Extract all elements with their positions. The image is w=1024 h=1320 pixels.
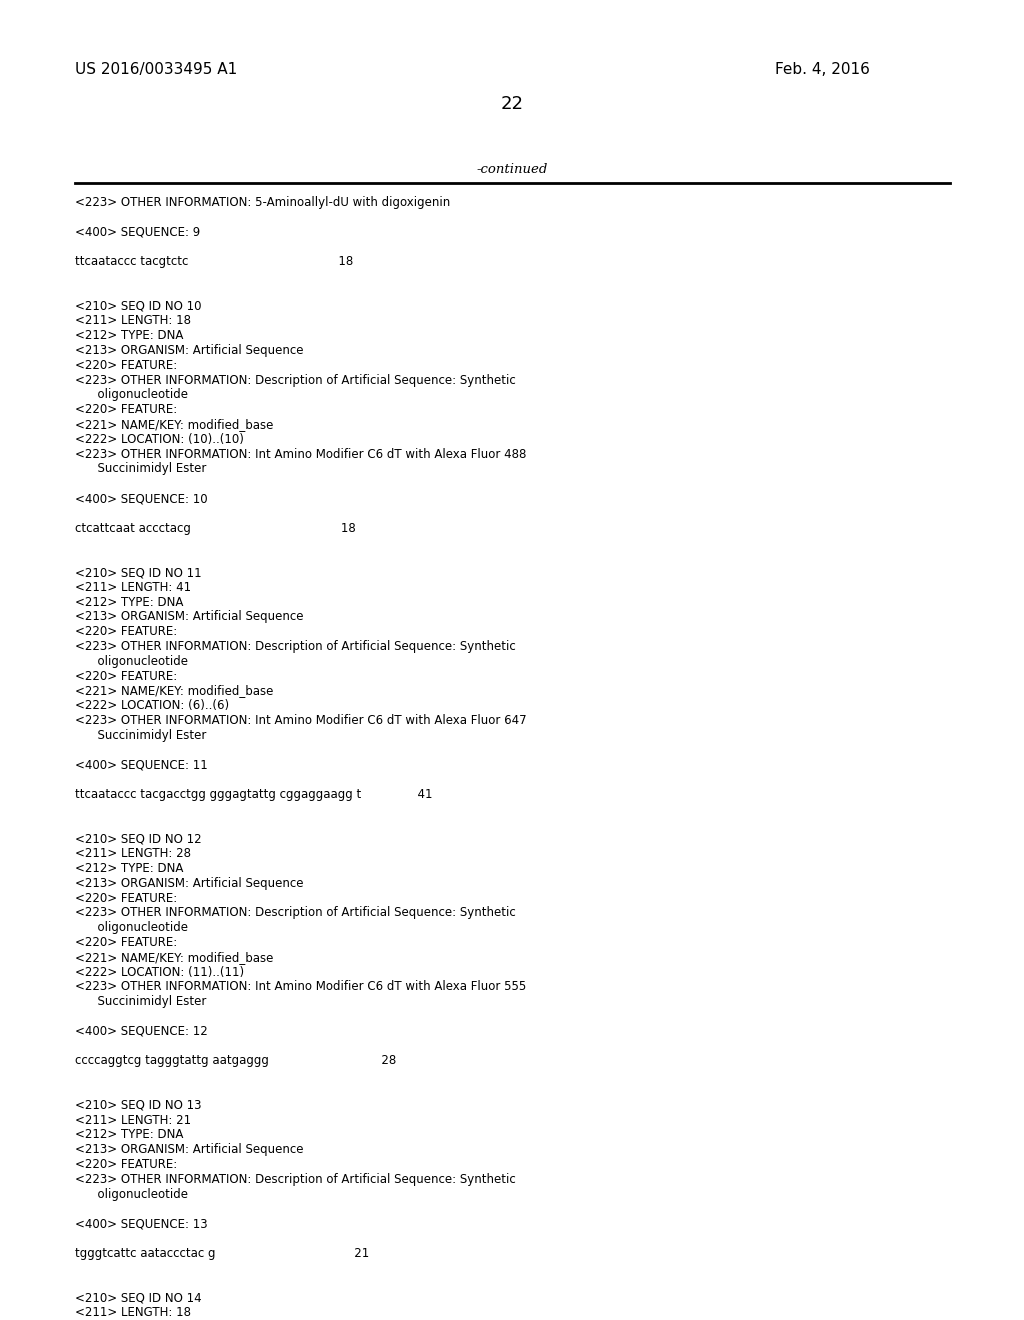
Text: Feb. 4, 2016: Feb. 4, 2016 (775, 62, 870, 77)
Text: 22: 22 (501, 95, 523, 114)
Text: <211> LENGTH: 21: <211> LENGTH: 21 (75, 1114, 191, 1126)
Text: oligonucleotide: oligonucleotide (75, 1188, 188, 1201)
Text: oligonucleotide: oligonucleotide (75, 921, 188, 935)
Text: ttcaataccc tacgacctgg gggagtattg cggaggaagg t               41: ttcaataccc tacgacctgg gggagtattg cggagga… (75, 788, 432, 801)
Text: <213> ORGANISM: Artificial Sequence: <213> ORGANISM: Artificial Sequence (75, 610, 303, 623)
Text: <220> FEATURE:: <220> FEATURE: (75, 626, 177, 638)
Text: <220> FEATURE:: <220> FEATURE: (75, 1158, 177, 1171)
Text: <223> OTHER INFORMATION: Int Amino Modifier C6 dT with Alexa Fluor 488: <223> OTHER INFORMATION: Int Amino Modif… (75, 447, 526, 461)
Text: <220> FEATURE:: <220> FEATURE: (75, 359, 177, 372)
Text: <221> NAME/KEY: modified_base: <221> NAME/KEY: modified_base (75, 418, 273, 432)
Text: <212> TYPE: DNA: <212> TYPE: DNA (75, 1129, 183, 1142)
Text: <211> LENGTH: 28: <211> LENGTH: 28 (75, 847, 191, 861)
Text: <223> OTHER INFORMATION: 5-Aminoallyl-dU with digoxigenin: <223> OTHER INFORMATION: 5-Aminoallyl-dU… (75, 195, 451, 209)
Text: <400> SEQUENCE: 9: <400> SEQUENCE: 9 (75, 226, 201, 239)
Text: <212> TYPE: DNA: <212> TYPE: DNA (75, 329, 183, 342)
Text: <220> FEATURE:: <220> FEATURE: (75, 891, 177, 904)
Text: <213> ORGANISM: Artificial Sequence: <213> ORGANISM: Artificial Sequence (75, 1143, 303, 1156)
Text: Succinimidyl Ester: Succinimidyl Ester (75, 462, 207, 475)
Text: <211> LENGTH: 18: <211> LENGTH: 18 (75, 1305, 191, 1319)
Text: <223> OTHER INFORMATION: Description of Artificial Sequence: Synthetic: <223> OTHER INFORMATION: Description of … (75, 374, 516, 387)
Text: <211> LENGTH: 18: <211> LENGTH: 18 (75, 314, 191, 327)
Text: Succinimidyl Ester: Succinimidyl Ester (75, 995, 207, 1008)
Text: ctcattcaat accctacg                                        18: ctcattcaat accctacg 18 (75, 521, 355, 535)
Text: oligonucleotide: oligonucleotide (75, 655, 188, 668)
Text: <223> OTHER INFORMATION: Description of Artificial Sequence: Synthetic: <223> OTHER INFORMATION: Description of … (75, 1172, 516, 1185)
Text: <221> NAME/KEY: modified_base: <221> NAME/KEY: modified_base (75, 950, 273, 964)
Text: <210> SEQ ID NO 10: <210> SEQ ID NO 10 (75, 300, 202, 313)
Text: Succinimidyl Ester: Succinimidyl Ester (75, 729, 207, 742)
Text: <222> LOCATION: (10)..(10): <222> LOCATION: (10)..(10) (75, 433, 244, 446)
Text: oligonucleotide: oligonucleotide (75, 388, 188, 401)
Text: <223> OTHER INFORMATION: Int Amino Modifier C6 dT with Alexa Fluor 555: <223> OTHER INFORMATION: Int Amino Modif… (75, 981, 526, 994)
Text: <223> OTHER INFORMATION: Int Amino Modifier C6 dT with Alexa Fluor 647: <223> OTHER INFORMATION: Int Amino Modif… (75, 714, 526, 727)
Text: <210> SEQ ID NO 12: <210> SEQ ID NO 12 (75, 833, 202, 845)
Text: <223> OTHER INFORMATION: Description of Artificial Sequence: Synthetic: <223> OTHER INFORMATION: Description of … (75, 640, 516, 653)
Text: <220> FEATURE:: <220> FEATURE: (75, 403, 177, 416)
Text: <221> NAME/KEY: modified_base: <221> NAME/KEY: modified_base (75, 684, 273, 697)
Text: ccccaggtcg tagggtattg aatgaggg                              28: ccccaggtcg tagggtattg aatgaggg 28 (75, 1055, 396, 1068)
Text: <213> ORGANISM: Artificial Sequence: <213> ORGANISM: Artificial Sequence (75, 876, 303, 890)
Text: <222> LOCATION: (6)..(6): <222> LOCATION: (6)..(6) (75, 700, 229, 713)
Text: <213> ORGANISM: Artificial Sequence: <213> ORGANISM: Artificial Sequence (75, 345, 303, 356)
Text: <400> SEQUENCE: 13: <400> SEQUENCE: 13 (75, 1217, 208, 1230)
Text: US 2016/0033495 A1: US 2016/0033495 A1 (75, 62, 238, 77)
Text: tgggtcattc aataccctac g                                     21: tgggtcattc aataccctac g 21 (75, 1247, 370, 1259)
Text: <220> FEATURE:: <220> FEATURE: (75, 669, 177, 682)
Text: <210> SEQ ID NO 11: <210> SEQ ID NO 11 (75, 566, 202, 579)
Text: <223> OTHER INFORMATION: Description of Artificial Sequence: Synthetic: <223> OTHER INFORMATION: Description of … (75, 907, 516, 920)
Text: <210> SEQ ID NO 14: <210> SEQ ID NO 14 (75, 1291, 202, 1304)
Text: -continued: -continued (476, 162, 548, 176)
Text: <212> TYPE: DNA: <212> TYPE: DNA (75, 595, 183, 609)
Text: <211> LENGTH: 41: <211> LENGTH: 41 (75, 581, 191, 594)
Text: <400> SEQUENCE: 12: <400> SEQUENCE: 12 (75, 1024, 208, 1038)
Text: <212> TYPE: DNA: <212> TYPE: DNA (75, 862, 183, 875)
Text: ttcaataccc tacgtctc                                        18: ttcaataccc tacgtctc 18 (75, 255, 353, 268)
Text: <400> SEQUENCE: 11: <400> SEQUENCE: 11 (75, 759, 208, 771)
Text: <220> FEATURE:: <220> FEATURE: (75, 936, 177, 949)
Text: <222> LOCATION: (11)..(11): <222> LOCATION: (11)..(11) (75, 966, 244, 978)
Text: <210> SEQ ID NO 13: <210> SEQ ID NO 13 (75, 1098, 202, 1111)
Text: <400> SEQUENCE: 10: <400> SEQUENCE: 10 (75, 492, 208, 506)
